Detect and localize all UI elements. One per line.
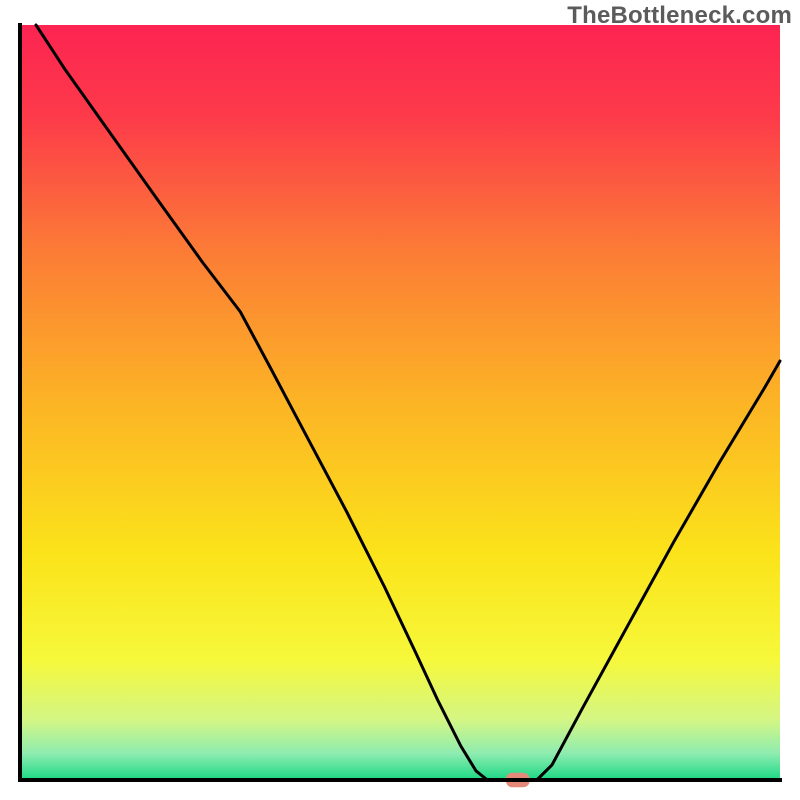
plot-background (20, 25, 780, 780)
watermark-text: TheBottleneck.com (567, 2, 792, 30)
bottleneck-chart (0, 0, 800, 800)
chart-stage: TheBottleneck.com (0, 0, 800, 800)
